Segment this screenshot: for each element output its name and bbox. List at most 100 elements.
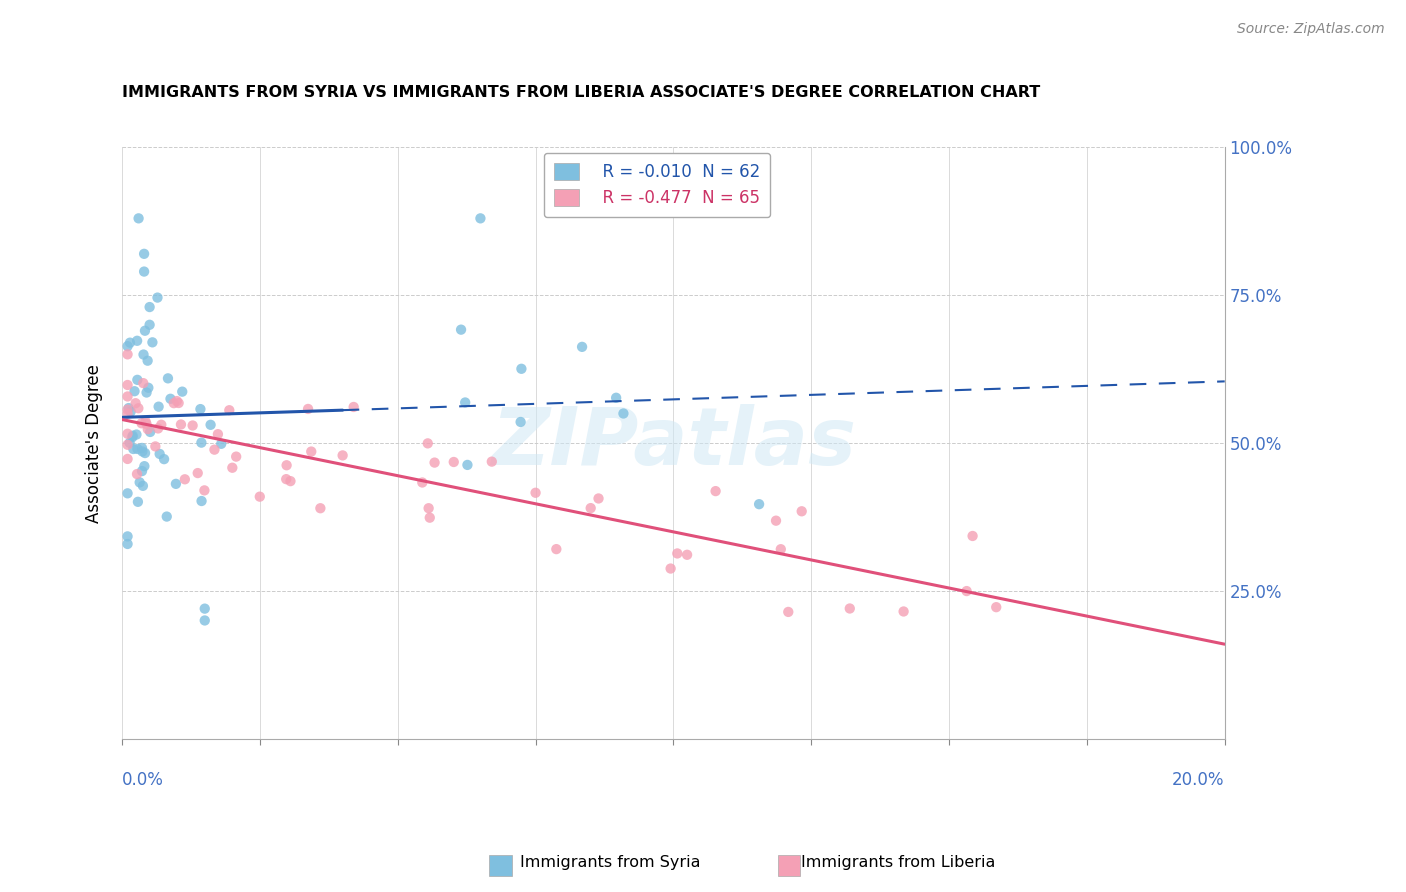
Point <box>125 467 148 481</box>
Point <box>153 452 176 467</box>
Point <box>156 371 179 385</box>
Point <box>121 428 143 442</box>
Text: 20.0%: 20.0% <box>1173 772 1225 789</box>
Point <box>204 442 226 457</box>
Point <box>778 605 800 619</box>
Point <box>165 476 187 491</box>
Point <box>131 464 153 478</box>
Point <box>173 472 195 486</box>
Point <box>659 561 682 575</box>
Point <box>134 324 156 338</box>
Point <box>148 400 170 414</box>
Point <box>456 458 478 472</box>
Point <box>117 407 139 421</box>
Point <box>956 584 979 599</box>
Point <box>276 472 298 486</box>
Y-axis label: Associate's Degree: Associate's Degree <box>86 364 103 523</box>
Point <box>127 401 149 416</box>
Point <box>167 396 190 410</box>
Point <box>765 514 787 528</box>
Point <box>704 484 727 499</box>
Point <box>131 417 153 431</box>
Point <box>135 415 157 429</box>
Point <box>122 442 145 456</box>
Point <box>117 389 139 403</box>
Point <box>121 430 143 444</box>
Point <box>127 373 149 387</box>
Point <box>117 452 139 467</box>
Point <box>132 376 155 391</box>
Point <box>481 455 503 469</box>
Point <box>509 415 531 429</box>
Point <box>332 449 354 463</box>
Point <box>128 475 150 490</box>
Point <box>588 491 610 506</box>
Point <box>135 385 157 400</box>
Point <box>605 391 627 405</box>
Point <box>207 427 229 442</box>
Point <box>443 455 465 469</box>
Point <box>135 417 157 431</box>
Point <box>524 485 547 500</box>
Point <box>666 546 689 560</box>
Point <box>139 425 162 439</box>
Point <box>138 381 160 395</box>
Point <box>118 335 141 350</box>
Point <box>117 486 139 500</box>
Point <box>418 501 440 516</box>
Point <box>163 396 186 410</box>
Point <box>676 548 699 562</box>
Point <box>297 401 319 416</box>
Point <box>225 450 247 464</box>
Point <box>117 537 139 551</box>
Point <box>299 444 322 458</box>
Point <box>117 426 139 441</box>
Point <box>200 417 222 432</box>
Point <box>127 334 149 348</box>
Point <box>134 459 156 474</box>
Point <box>470 211 492 226</box>
Point <box>127 495 149 509</box>
Point <box>118 435 141 450</box>
Point <box>170 417 193 432</box>
Point <box>986 600 1008 615</box>
Point <box>132 264 155 278</box>
Point <box>138 318 160 332</box>
Point <box>132 247 155 261</box>
Point <box>962 529 984 543</box>
Point <box>117 402 139 417</box>
Point <box>190 435 212 450</box>
Point <box>419 510 441 524</box>
Point <box>249 490 271 504</box>
Point <box>309 501 332 516</box>
Point <box>146 291 169 305</box>
Point <box>120 404 142 418</box>
Point <box>156 509 179 524</box>
Point <box>172 384 194 399</box>
Point <box>141 335 163 350</box>
Point <box>125 427 148 442</box>
Point <box>136 353 159 368</box>
Point <box>748 497 770 511</box>
Point <box>343 400 366 414</box>
Point <box>276 458 298 473</box>
Point <box>143 439 166 453</box>
Point <box>146 421 169 435</box>
Point <box>131 444 153 458</box>
Text: Immigrants from Syria: Immigrants from Syria <box>520 855 700 870</box>
Point <box>454 395 477 409</box>
Point <box>187 466 209 480</box>
Text: IMMIGRANTS FROM SYRIA VS IMMIGRANTS FROM LIBERIA ASSOCIATE'S DEGREE CORRELATION : IMMIGRANTS FROM SYRIA VS IMMIGRANTS FROM… <box>122 85 1040 100</box>
Point <box>280 474 302 488</box>
Point <box>194 601 217 615</box>
Point <box>117 339 139 353</box>
Text: ZIPatlas: ZIPatlas <box>491 404 856 482</box>
Point <box>218 403 240 417</box>
Point <box>159 392 181 406</box>
Point <box>838 601 860 615</box>
Point <box>150 417 173 432</box>
Point <box>571 340 593 354</box>
Point <box>166 394 188 409</box>
Point <box>190 494 212 508</box>
Point <box>124 384 146 399</box>
